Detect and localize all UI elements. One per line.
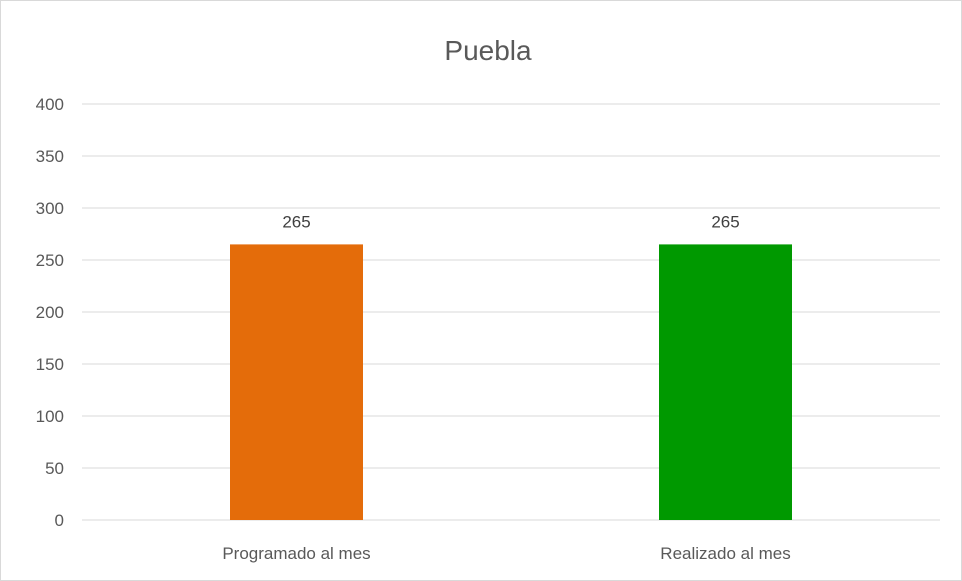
data-label: 265 bbox=[711, 212, 739, 231]
bar-realizado bbox=[659, 244, 792, 520]
y-tick-label: 50 bbox=[45, 459, 64, 478]
y-tick-label: 100 bbox=[36, 407, 64, 426]
y-tick-label: 150 bbox=[36, 355, 64, 374]
bars bbox=[230, 244, 792, 520]
y-tick-label: 300 bbox=[36, 199, 64, 218]
x-category-label: Programado al mes bbox=[222, 544, 370, 563]
gridlines bbox=[82, 103, 940, 521]
bar-programado bbox=[230, 244, 363, 520]
y-tick-label: 250 bbox=[36, 251, 64, 270]
chart-title: Puebla bbox=[444, 35, 532, 66]
y-tick-label: 0 bbox=[55, 511, 64, 530]
data-label: 265 bbox=[282, 212, 310, 231]
y-tick-label: 350 bbox=[36, 147, 64, 166]
x-category-label: Realizado al mes bbox=[660, 544, 790, 563]
y-axis-ticks: 0 50 100 150 200 250 300 350 400 bbox=[36, 95, 64, 530]
x-axis-categories: Programado al mes Realizado al mes bbox=[222, 544, 790, 563]
data-labels: 265 265 bbox=[282, 212, 739, 231]
y-tick-label: 200 bbox=[36, 303, 64, 322]
y-tick-label: 400 bbox=[36, 95, 64, 114]
